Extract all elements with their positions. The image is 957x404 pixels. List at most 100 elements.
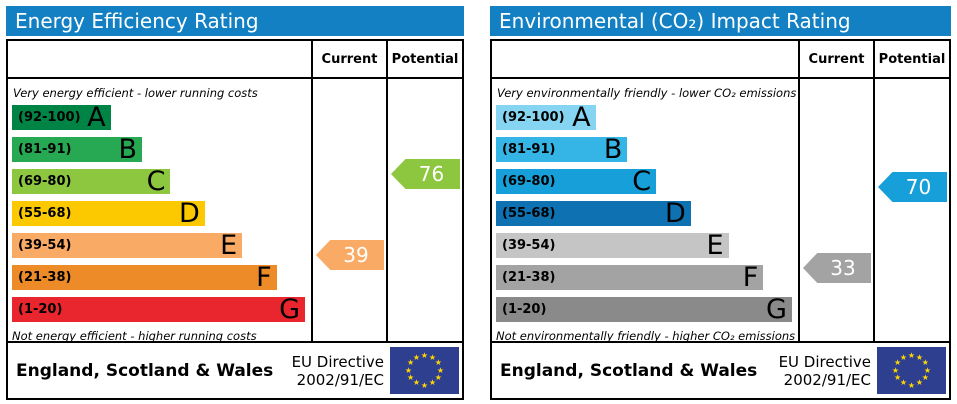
current-column: 33	[798, 79, 873, 343]
band-bar-c: (69-80) C	[496, 166, 657, 197]
environmental-co2-impact-rating-panel: Environmental (CO₂) Impact Rating Curren…	[490, 6, 951, 404]
eu-directive-label: EU Directive 2002/91/EC	[779, 353, 871, 389]
band-letter: D	[179, 198, 200, 229]
star-icon: ★	[921, 358, 929, 367]
current-rating-value: 33	[830, 256, 856, 280]
band-range: (81-91)	[502, 142, 556, 157]
eu-flag-icon: ★ ★ ★ ★ ★ ★ ★ ★ ★ ★ ★ ★	[390, 347, 459, 394]
band-range: (55-68)	[502, 206, 556, 221]
eu-directive-label: EU Directive 2002/91/EC	[292, 353, 384, 389]
band-letter: D	[664, 198, 686, 229]
bottom-note: Not energy efficient - higher running co…	[12, 329, 257, 343]
band-letter: A	[572, 102, 591, 133]
current-rating-arrow: 33	[803, 253, 871, 283]
band-row-f: (21-38) F	[496, 262, 798, 293]
star-icon: ★	[412, 352, 421, 362]
star-icon: ★	[420, 350, 429, 360]
band-bar-a: (92-100) A	[12, 102, 111, 133]
band-row-e: (39-54) E	[12, 230, 311, 261]
eu-directive-line2: 2002/91/EC	[783, 370, 871, 389]
star-icon: ★	[915, 378, 924, 388]
potential-column-header: Potential	[873, 41, 949, 79]
band-bar-f: (21-38) F	[12, 262, 277, 293]
band-row-d: (55-68) D	[12, 198, 311, 229]
band-row-g: (1-20) G	[12, 296, 311, 323]
current-column: 39	[311, 79, 386, 343]
star-icon: ★	[921, 373, 929, 382]
band-bar-b: (81-91) B	[496, 136, 628, 163]
band-row-f: (21-38) F	[12, 262, 311, 293]
bands: (92-100) A (81-91) B (69-80) C (55-68) D (39-54)…	[496, 102, 798, 329]
panel-footer: England, Scotland & Wales EU Directive 2…	[8, 343, 462, 398]
star-icon: ★	[407, 373, 415, 382]
bottom-note: Not environmentally friendly - higher CO…	[496, 329, 796, 343]
band-range: (92-100)	[502, 110, 565, 125]
band-letter: F	[742, 262, 759, 293]
band-row-b: (81-91) B	[496, 136, 798, 163]
star-icon: ★	[420, 380, 429, 390]
star-icon: ★	[436, 365, 445, 375]
band-bar-c: (69-80) C	[12, 166, 171, 197]
band-range: (39-54)	[502, 238, 556, 253]
band-row-d: (55-68) D	[496, 198, 798, 229]
top-note: Very environmentally friendly - lower CO…	[497, 86, 797, 100]
region-label: England, Scotland & Wales	[16, 360, 274, 381]
star-icon: ★	[899, 352, 908, 362]
band-range: (81-91)	[18, 142, 72, 157]
band-bar-e: (39-54) E	[12, 230, 243, 261]
band-letter: E	[220, 230, 238, 261]
band-range: (69-80)	[502, 174, 556, 189]
current-column-header: Current	[798, 41, 873, 79]
band-bar-g: (1-20) G	[496, 294, 792, 325]
panel-title: Energy Efficiency Rating	[6, 6, 464, 36]
band-bar-e: (39-54) E	[496, 230, 729, 261]
eu-directive-line1: EU Directive	[778, 352, 871, 371]
potential-column: 70	[873, 79, 949, 343]
current-rating-arrow: 39	[316, 240, 384, 270]
potential-column: 76	[386, 79, 462, 343]
panel-footer: England, Scotland & Wales EU Directive 2…	[492, 343, 949, 398]
header-spacer-cell	[492, 41, 798, 79]
band-letter: C	[146, 166, 166, 197]
band-bar-f: (21-38) F	[496, 262, 764, 293]
band-letter: E	[706, 230, 724, 261]
star-icon: ★	[915, 352, 924, 362]
rating-table: Current Potential Very environmentally f…	[490, 39, 951, 400]
band-row-e: (39-54) E	[496, 230, 798, 261]
bands: (92-100) A (81-91) B (69-80) C (55-68) D (39-54)…	[12, 102, 311, 329]
star-icon: ★	[407, 358, 415, 367]
band-range: (92-100)	[18, 110, 81, 125]
star-icon: ★	[899, 378, 908, 388]
rating-table: Current Potential Very energy efficient …	[6, 39, 464, 400]
star-icon: ★	[891, 365, 900, 375]
eu-directive-line2: 2002/91/EC	[296, 370, 384, 389]
star-icon: ★	[404, 365, 413, 375]
current-column-header: Current	[311, 41, 386, 79]
eu-directive-line1: EU Directive	[291, 352, 384, 371]
star-icon: ★	[428, 378, 437, 388]
potential-rating-value: 76	[418, 162, 445, 186]
band-letter: B	[118, 134, 138, 165]
band-range: (69-80)	[18, 174, 72, 189]
band-letter: A	[87, 102, 106, 133]
header-spacer-cell	[8, 41, 311, 79]
band-letter: F	[256, 262, 272, 293]
band-range: (39-54)	[18, 238, 72, 253]
region-label: England, Scotland & Wales	[500, 360, 758, 381]
star-icon: ★	[434, 358, 442, 367]
band-range: (55-68)	[18, 206, 72, 221]
band-range: (1-20)	[18, 302, 63, 317]
band-row-g: (1-20) G	[496, 294, 798, 325]
band-bar-a: (92-100) A	[496, 102, 596, 133]
potential-rating-value: 70	[905, 175, 932, 199]
potential-rating-arrow: 70	[878, 172, 947, 202]
star-icon: ★	[907, 380, 916, 390]
star-icon: ★	[907, 350, 916, 360]
band-letter: G	[766, 294, 787, 325]
band-letter: C	[632, 166, 652, 197]
star-icon: ★	[428, 352, 437, 362]
star-icon: ★	[434, 373, 442, 382]
star-icon: ★	[923, 365, 932, 375]
star-icon: ★	[894, 358, 902, 367]
band-bar-b: (81-91) B	[12, 134, 143, 165]
